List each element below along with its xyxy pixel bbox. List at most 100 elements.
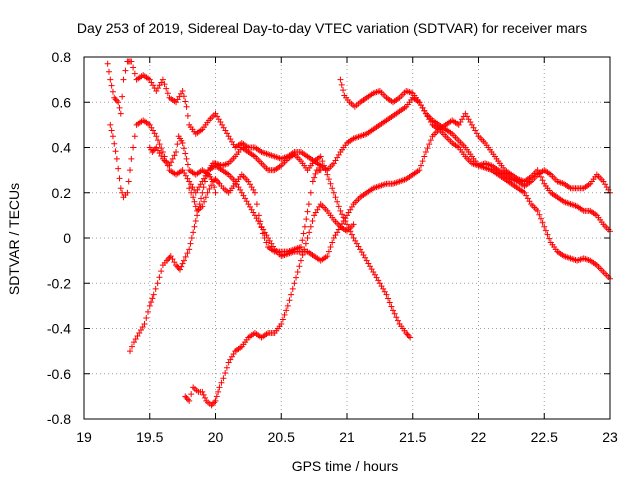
data-point bbox=[407, 334, 414, 341]
data-point bbox=[340, 87, 347, 94]
data-point bbox=[424, 145, 431, 152]
data-point bbox=[206, 185, 213, 192]
data-point bbox=[158, 145, 165, 152]
data-point bbox=[169, 256, 176, 263]
data-point bbox=[324, 253, 331, 260]
data-point bbox=[176, 266, 183, 273]
data-point bbox=[301, 223, 308, 230]
data-point bbox=[166, 162, 173, 169]
data-point bbox=[537, 215, 544, 222]
data-point bbox=[108, 82, 115, 89]
data-point bbox=[180, 145, 187, 152]
data-point bbox=[152, 146, 159, 153]
data-point bbox=[251, 189, 258, 196]
data-point bbox=[186, 185, 193, 192]
data-point bbox=[297, 244, 304, 251]
data-point bbox=[257, 218, 264, 225]
data-point bbox=[192, 218, 199, 225]
data-point bbox=[201, 394, 208, 401]
data-point bbox=[421, 153, 428, 160]
data-point bbox=[144, 308, 151, 315]
data-point bbox=[284, 302, 291, 309]
data-point bbox=[183, 103, 190, 110]
data-point bbox=[329, 185, 336, 192]
data-point bbox=[111, 140, 118, 147]
data-point bbox=[383, 291, 390, 298]
data-point bbox=[152, 285, 159, 292]
data-point bbox=[117, 110, 124, 117]
x-tick-label: 19.5 bbox=[136, 429, 163, 445]
x-tick-label: 20.5 bbox=[268, 429, 295, 445]
data-point bbox=[137, 327, 144, 334]
data-point bbox=[386, 299, 393, 306]
data-point bbox=[201, 178, 208, 185]
data-point bbox=[128, 58, 135, 65]
data-point bbox=[146, 302, 153, 309]
data-point bbox=[130, 64, 137, 71]
data-point bbox=[109, 88, 116, 95]
data-point bbox=[122, 67, 129, 74]
data-point bbox=[319, 158, 326, 165]
data-point bbox=[143, 314, 150, 321]
data-point bbox=[183, 394, 190, 401]
data-point bbox=[334, 198, 341, 205]
data-point bbox=[255, 212, 262, 219]
data-point bbox=[307, 189, 314, 196]
y-tick-label: -0.2 bbox=[47, 275, 71, 291]
data-point bbox=[159, 149, 166, 156]
data-point bbox=[187, 240, 194, 247]
data-point bbox=[182, 393, 189, 400]
data-point bbox=[192, 203, 199, 210]
data-point bbox=[342, 218, 349, 225]
data-point bbox=[208, 182, 215, 189]
data-point bbox=[216, 384, 223, 391]
data-point bbox=[220, 375, 227, 382]
data-point bbox=[159, 76, 166, 83]
data-point bbox=[109, 133, 116, 140]
data-point bbox=[283, 307, 290, 314]
y-tick-label: -0.8 bbox=[47, 411, 71, 427]
data-point bbox=[125, 178, 132, 185]
data-point bbox=[130, 144, 137, 151]
data-point bbox=[186, 397, 193, 404]
data-point bbox=[183, 155, 190, 162]
data-point bbox=[426, 141, 433, 148]
data-point bbox=[173, 149, 180, 156]
data-point bbox=[213, 177, 220, 184]
data-point bbox=[539, 219, 546, 226]
data-point bbox=[305, 201, 312, 208]
data-point bbox=[209, 400, 216, 407]
data-point bbox=[211, 184, 218, 191]
data-point bbox=[164, 90, 171, 97]
series-track-6 bbox=[146, 133, 219, 196]
y-tick-label: 0.8 bbox=[52, 49, 72, 65]
y-tick-label: 0 bbox=[63, 230, 71, 246]
data-point bbox=[180, 257, 187, 264]
data-point bbox=[130, 339, 137, 346]
data-point bbox=[330, 189, 337, 196]
data-point bbox=[303, 216, 310, 223]
data-point bbox=[131, 70, 138, 77]
data-point bbox=[150, 291, 157, 298]
data-point bbox=[120, 76, 127, 83]
data-point bbox=[537, 173, 544, 180]
data-point bbox=[297, 257, 304, 264]
data-point bbox=[309, 218, 316, 225]
data-point bbox=[391, 310, 398, 317]
data-point bbox=[158, 268, 165, 275]
data-point bbox=[294, 268, 301, 275]
data-point bbox=[417, 162, 424, 169]
data-point bbox=[301, 246, 308, 253]
data-point bbox=[340, 214, 347, 221]
data-point bbox=[422, 149, 429, 156]
data-point bbox=[536, 211, 543, 218]
data-point bbox=[128, 343, 135, 350]
data-point bbox=[111, 94, 118, 101]
data-point bbox=[261, 235, 268, 241]
data-point bbox=[218, 379, 225, 386]
data-point bbox=[136, 330, 143, 337]
data-point bbox=[115, 99, 122, 106]
x-tick-label: 23 bbox=[602, 429, 618, 445]
data-point bbox=[199, 189, 206, 196]
